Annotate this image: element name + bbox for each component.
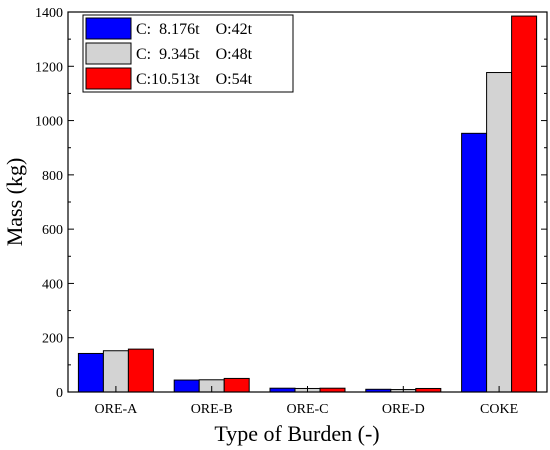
x-tick-label: ORE-C bbox=[287, 402, 329, 417]
y-tick-label: 200 bbox=[42, 332, 63, 347]
bar bbox=[511, 15, 538, 393]
y-tick-label: 1400 bbox=[35, 6, 63, 21]
bar bbox=[127, 348, 154, 393]
axes-layer: 0 200 400 600 800 1000 1200 1400 ORE-A ORE-B ORE-C… bbox=[35, 6, 548, 417]
y-tick-label: 1000 bbox=[35, 115, 63, 130]
legend-label: C:10.513t O:54t bbox=[136, 71, 253, 88]
bar bbox=[173, 379, 200, 393]
legend-label: C: 8.176t O:42t bbox=[136, 21, 253, 38]
y-tick-label: 400 bbox=[42, 277, 63, 292]
bar bbox=[102, 350, 129, 393]
bars-layer bbox=[77, 15, 538, 393]
x-tick-label: ORE-B bbox=[191, 402, 233, 417]
y-tick-label: 800 bbox=[42, 169, 63, 184]
x-tick-label: ORE-D bbox=[382, 402, 425, 417]
bar bbox=[223, 377, 250, 393]
legend-swatch bbox=[85, 42, 132, 65]
x-tick-label: COKE bbox=[480, 402, 518, 417]
y-tick-label: 600 bbox=[42, 223, 63, 238]
legend-swatch bbox=[85, 17, 132, 40]
bar bbox=[486, 72, 513, 393]
x-tick-label: ORE-A bbox=[95, 402, 139, 417]
y-tick-label: 0 bbox=[56, 386, 63, 401]
legend-label: C: 9.345t O:48t bbox=[136, 46, 253, 63]
y-axis-title: Mass (kg) bbox=[2, 158, 27, 247]
y-tick-label: 1200 bbox=[35, 60, 63, 75]
bar bbox=[461, 132, 488, 393]
x-axis-title: Type of Burden (-) bbox=[214, 421, 379, 446]
legend: C: 8.176t O:42t C: 9.345t O:48t C:10.513t … bbox=[82, 14, 294, 93]
legend-swatch bbox=[85, 67, 132, 90]
bar bbox=[77, 352, 104, 393]
